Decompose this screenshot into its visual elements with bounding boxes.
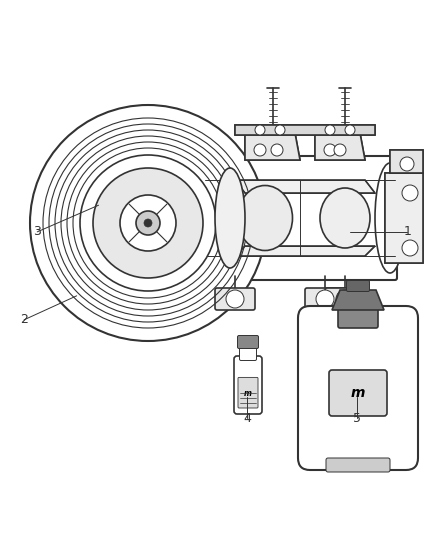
FancyBboxPatch shape xyxy=(329,370,387,416)
Circle shape xyxy=(93,168,203,278)
Ellipse shape xyxy=(320,188,370,248)
Polygon shape xyxy=(235,125,375,135)
Text: 3: 3 xyxy=(33,225,41,238)
Circle shape xyxy=(345,125,355,135)
FancyBboxPatch shape xyxy=(215,288,255,310)
Text: 2: 2 xyxy=(20,313,28,326)
Polygon shape xyxy=(235,125,375,135)
Circle shape xyxy=(324,144,336,156)
Ellipse shape xyxy=(202,158,237,278)
Circle shape xyxy=(271,144,283,156)
Polygon shape xyxy=(205,158,395,278)
Circle shape xyxy=(136,211,160,235)
Circle shape xyxy=(334,144,346,156)
Text: 5: 5 xyxy=(353,412,361,425)
Circle shape xyxy=(402,185,418,201)
Text: 4: 4 xyxy=(244,412,251,425)
FancyBboxPatch shape xyxy=(338,308,378,328)
Circle shape xyxy=(275,125,285,135)
FancyBboxPatch shape xyxy=(238,377,258,408)
FancyBboxPatch shape xyxy=(325,288,365,310)
Ellipse shape xyxy=(215,168,245,268)
Polygon shape xyxy=(315,133,365,160)
Circle shape xyxy=(80,155,216,291)
Ellipse shape xyxy=(237,185,293,251)
Polygon shape xyxy=(390,150,423,173)
Polygon shape xyxy=(385,173,423,263)
Circle shape xyxy=(400,157,414,171)
FancyBboxPatch shape xyxy=(305,288,345,310)
Polygon shape xyxy=(332,290,384,310)
FancyBboxPatch shape xyxy=(240,345,257,360)
Text: 1: 1 xyxy=(403,225,411,238)
FancyBboxPatch shape xyxy=(346,280,370,292)
Polygon shape xyxy=(245,133,300,160)
Polygon shape xyxy=(235,180,375,193)
FancyBboxPatch shape xyxy=(298,306,418,470)
Ellipse shape xyxy=(375,163,405,273)
Circle shape xyxy=(226,290,244,308)
FancyBboxPatch shape xyxy=(234,356,262,414)
Circle shape xyxy=(255,125,265,135)
Text: m: m xyxy=(244,389,252,398)
Circle shape xyxy=(402,240,418,256)
Circle shape xyxy=(336,290,354,308)
Circle shape xyxy=(144,219,152,227)
Circle shape xyxy=(30,105,266,341)
FancyBboxPatch shape xyxy=(326,458,390,472)
Polygon shape xyxy=(315,133,365,160)
Circle shape xyxy=(316,290,334,308)
Polygon shape xyxy=(385,173,423,263)
Polygon shape xyxy=(235,246,375,256)
Polygon shape xyxy=(245,133,300,160)
Circle shape xyxy=(120,195,176,251)
Text: m: m xyxy=(351,386,365,400)
Circle shape xyxy=(254,144,266,156)
Circle shape xyxy=(325,125,335,135)
FancyBboxPatch shape xyxy=(237,335,258,349)
Polygon shape xyxy=(390,150,423,173)
FancyBboxPatch shape xyxy=(203,156,397,280)
